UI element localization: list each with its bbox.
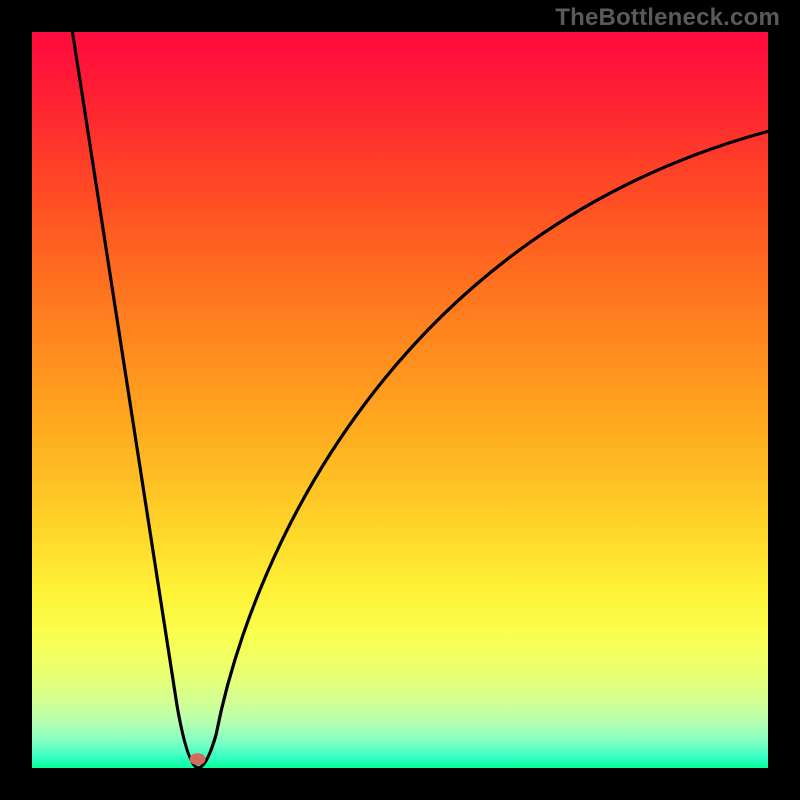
plot-area: [32, 32, 768, 768]
valley-marker: [190, 753, 206, 765]
gradient-background: [32, 32, 768, 768]
frame-bottom: [0, 768, 800, 800]
watermark-text: TheBottleneck.com: [555, 4, 780, 32]
frame-left: [0, 0, 32, 800]
frame-right: [768, 0, 800, 800]
plot-svg: [32, 32, 768, 768]
